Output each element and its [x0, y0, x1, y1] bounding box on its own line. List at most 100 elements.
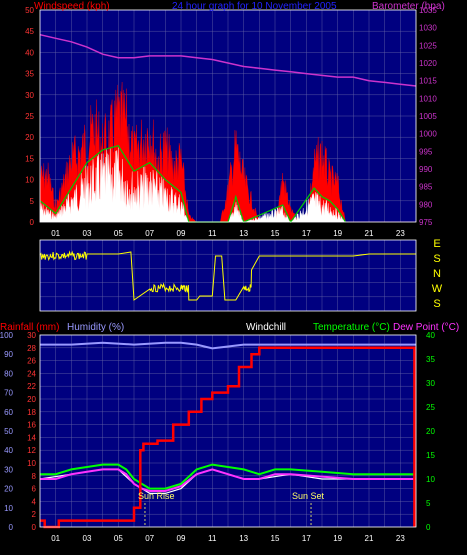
- hour-tick-label: 07: [145, 534, 154, 543]
- rainfall-tick-label: 28: [27, 344, 36, 353]
- humidity-tick-label: 80: [4, 369, 13, 378]
- barometer-line: [39, 33, 417, 87]
- rainfall-tick-label: 8: [32, 472, 37, 481]
- rainfall-tick-label: 30: [27, 331, 36, 340]
- humidity-tick-label: 10: [4, 504, 13, 513]
- temperature-tick-label: 30: [426, 379, 435, 388]
- hour-tick-label: 09: [177, 534, 186, 543]
- hour-tick-label: 17: [302, 534, 311, 543]
- hour-tick-label: 07: [145, 229, 154, 238]
- rainfall-tick-label: 14: [27, 433, 36, 442]
- direction-series: [39, 239, 417, 312]
- rainfall-tick-label: 0: [32, 523, 37, 532]
- weather-axes: 0102030405060708090100024681012141618202…: [0, 331, 435, 543]
- barometer-tick-label: 1000: [419, 130, 437, 139]
- compass-letter: S: [433, 298, 440, 310]
- windspeed-tick-label: 5: [30, 197, 35, 206]
- hour-tick-label: 09: [177, 229, 186, 238]
- compass-letter: S: [433, 253, 440, 265]
- barometer-tick-label: 1025: [419, 41, 437, 50]
- temperature-tick-label: 40: [426, 331, 435, 340]
- compass-letter: N: [433, 268, 441, 280]
- temperature-tick-label: 0: [426, 523, 431, 532]
- hour-tick-label: 01: [51, 229, 60, 238]
- windspeed-tick-label: 40: [25, 48, 34, 57]
- temperature-tick-label: 35: [426, 355, 435, 364]
- temperature-line: [40, 463, 416, 490]
- weather-series: [39, 341, 416, 529]
- rainfall-tick-label: 24: [27, 369, 36, 378]
- rainfall-tick-label: 18: [27, 408, 36, 417]
- windspeed-tick-label: 0: [30, 218, 35, 227]
- humidity-tick-label: 20: [4, 485, 13, 494]
- rainfall-tick-label: 10: [27, 459, 36, 468]
- wind-axes: 0510152025303540455097598098599099510001…: [25, 6, 437, 238]
- barometer-tick-label: 1010: [419, 94, 437, 103]
- temperature-tick-label: 15: [426, 451, 435, 460]
- wind-plot-border: [39, 9, 417, 223]
- sunset-label: Sun Set: [292, 491, 325, 501]
- barometer-tick-label: 995: [419, 147, 433, 156]
- hour-tick-label: 03: [83, 229, 92, 238]
- rainfall-tick-label: 26: [27, 357, 36, 366]
- wind-speed-area: [40, 147, 346, 222]
- windspeed-tick-label: 25: [25, 112, 34, 121]
- hour-tick-label: 23: [396, 534, 405, 543]
- hour-tick-label: 15: [271, 534, 280, 543]
- barometer-axis-title: Barometer (hpa): [372, 1, 445, 12]
- wind-gust-area: [40, 81, 416, 222]
- hour-tick-label: 21: [365, 229, 374, 238]
- rainfall-axis-title: Rainfall (mm): [0, 322, 59, 333]
- hour-tick-label: 17: [302, 229, 311, 238]
- rainfall-line: [40, 346, 416, 529]
- hour-tick-label: 21: [365, 534, 374, 543]
- hour-tick-label: 23: [396, 229, 405, 238]
- compass-letter: E: [433, 238, 440, 250]
- windspeed-tick-label: 15: [25, 154, 34, 163]
- windspeed-axis-title: Windspeed (kph): [34, 1, 110, 12]
- barometer-tick-label: 990: [419, 165, 433, 174]
- hour-tick-label: 13: [239, 534, 248, 543]
- rainfall-tick-label: 12: [27, 446, 36, 455]
- humidity-tick-label: 70: [4, 389, 13, 398]
- humidity-tick-label: 50: [4, 427, 13, 436]
- humidity-tick-label: 100: [0, 331, 14, 340]
- rainfall-tick-label: 4: [32, 497, 37, 506]
- temperature-axis-title: Temperature (°C): [313, 322, 390, 333]
- direction-plot-border: [39, 239, 417, 312]
- chart-title: 24 hour graph for 10 November 2005: [172, 1, 337, 12]
- hour-tick-label: 11: [208, 534, 217, 543]
- weather-plot-border: [39, 334, 417, 528]
- rainfall-tick-label: 20: [27, 395, 36, 404]
- barometer-tick-label: 985: [419, 183, 433, 192]
- windspeed-tick-label: 20: [25, 133, 34, 142]
- compass-letter: W: [432, 283, 443, 295]
- barometer-tick-label: 1035: [419, 6, 437, 15]
- hour-tick-label: 11: [208, 229, 217, 238]
- barometer-tick-label: 975: [419, 218, 433, 227]
- humidity-tick-label: 90: [4, 350, 13, 359]
- wind-direction-line: [39, 250, 416, 301]
- temperature-tick-label: 5: [426, 499, 431, 508]
- humidity-axis-title: Humidity (%): [67, 322, 124, 333]
- windspeed-tick-label: 45: [25, 27, 34, 36]
- barometer-tick-label: 1020: [419, 59, 437, 68]
- windspeed-tick-label: 10: [25, 176, 34, 185]
- temperature-tick-label: 10: [426, 475, 435, 484]
- windspeed-tick-label: 50: [25, 6, 34, 15]
- dewpoint-axis-title: Dew Point (°C): [393, 322, 459, 333]
- windspeed-tick-label: 35: [25, 70, 34, 79]
- windchill-label: Windchill: [246, 322, 286, 333]
- barometer-tick-label: 1005: [419, 112, 437, 121]
- barometer-tick-label: 980: [419, 200, 433, 209]
- hour-tick-label: 03: [83, 534, 92, 543]
- humidity-tick-label: 60: [4, 408, 13, 417]
- barometer-tick-label: 1015: [419, 77, 437, 86]
- hour-tick-label: 05: [114, 534, 123, 543]
- barometer-tick-label: 1030: [419, 24, 437, 33]
- humidity-tick-label: 0: [9, 523, 14, 532]
- hour-tick-label: 13: [239, 229, 248, 238]
- rainfall-tick-label: 2: [32, 510, 37, 519]
